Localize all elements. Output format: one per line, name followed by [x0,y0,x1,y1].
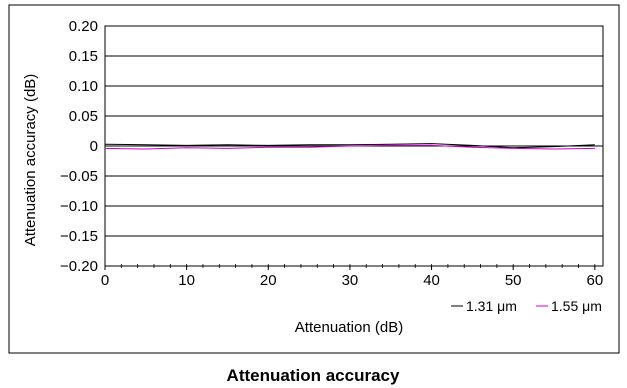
series-line-0 [104,143,595,149]
legend: 1.31 μm 1.55 μm [451,298,602,314]
y-tick-labels: 0.20 0.15 0.10 0.05 0 −0.05 −0.10 −0.15 −0.20 [60,18,98,275]
series-group [104,143,595,150]
chart-caption: Attenuation accuracy [227,366,400,385]
y-axis-title: Attenuation accuracy (dB) [22,74,39,247]
x-tick-label: 10 [178,272,195,289]
y-tick-label: 0.10 [69,78,98,95]
y-tick-label: −0.05 [60,168,98,185]
x-tick-label: 20 [260,272,277,289]
y-tick-label: 0.20 [69,18,98,35]
x-tick-label: 60 [586,272,603,289]
y-tick-label: −0.10 [60,198,98,215]
y-tick-label: 0 [90,138,98,155]
x-tick-labels: 0 10 20 30 40 50 60 [101,272,603,289]
legend-label-1-55: 1.55 μm [551,298,602,314]
y-tick-label: 0.15 [69,48,98,65]
y-tick-label: −0.15 [60,228,98,245]
legend-label-1-31: 1.31 μm [466,298,517,314]
x-tick-label: 0 [101,272,109,289]
chart-frame [8,4,620,354]
x-tick-label: 50 [505,272,522,289]
x-axis-title: Attenuation (dB) [295,319,403,336]
y-tick-label: −0.20 [60,258,98,275]
series-line-1 [104,144,595,150]
plot-area [104,25,604,267]
x-tick-label: 30 [342,272,359,289]
y-tick-label: 0.05 [69,108,98,125]
x-tick-label: 40 [423,272,440,289]
